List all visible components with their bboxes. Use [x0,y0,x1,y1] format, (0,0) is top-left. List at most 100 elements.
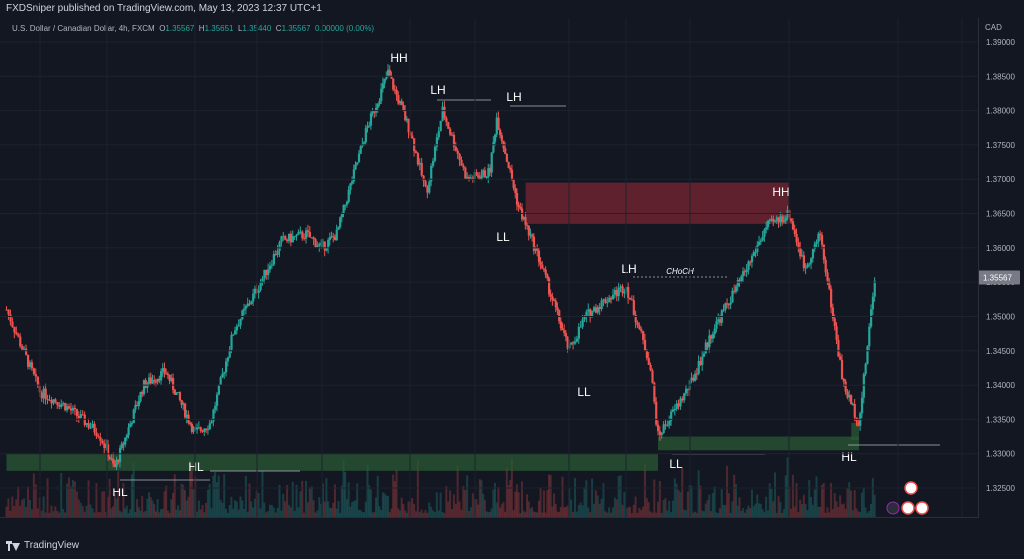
candle-body [407,118,410,133]
volume-bar [208,483,211,517]
candle-body [658,431,662,436]
volume-bar [68,477,71,517]
candle-body [89,427,92,429]
candle-body [842,378,845,382]
volume-bar [178,510,181,517]
volume-bar [424,510,427,517]
volume-bar [106,497,109,517]
price-axis[interactable]: 1.39000 1.38500 1.38000 1.37500 1.37000 1.365… [0,18,1020,517]
candle-body [269,265,272,270]
candle-body [549,294,552,297]
volume-bar [765,496,768,517]
volume-bar [95,483,98,517]
candle-body [108,457,111,460]
candle-body [314,239,317,248]
candle-body [308,232,312,238]
volume-bar [822,483,825,517]
volume-bar [563,507,566,517]
candle-body [544,269,547,275]
candle-body [217,384,220,395]
volume-bar [848,482,851,517]
candle-body [132,409,135,424]
volume-bar [458,501,461,517]
volume-bar [790,508,793,517]
candle-body [740,276,743,282]
candle-body [483,170,487,178]
volume-bar [679,492,682,517]
price-tick-label: 1.33000 [986,450,1015,459]
volume-bar [112,506,115,517]
volume-bar [156,499,159,517]
volume-bar [253,498,256,517]
candle-body [416,153,420,165]
volume-bar [549,475,552,517]
volume-bar [418,511,421,517]
candle-body [797,242,800,248]
candle-body [383,78,386,84]
volume-bar [494,482,497,517]
volume-bar [165,485,168,517]
price-axis-divider [978,18,979,518]
candle-body [871,296,875,310]
candle-body [623,291,626,294]
candle-body [727,304,731,306]
volume-bar [445,486,448,517]
candle-body [328,237,332,240]
volume-bar [344,471,347,517]
candle-body [492,141,495,153]
candle-body [793,229,796,235]
candle-body [257,290,260,293]
volume-bar [142,512,145,517]
volume-bar [287,504,290,517]
candle-body [241,310,244,320]
candle-body [439,120,442,132]
volume-bar [745,509,748,517]
volume-bar [234,500,237,517]
volume-bar [54,506,57,517]
candle-body [289,233,293,243]
volume-bar [532,511,535,517]
volume-bar [214,472,217,517]
volume-bar [189,460,192,517]
volume-bar [632,504,635,517]
volume-bar [507,485,510,517]
candle-body [679,398,682,407]
volume-bar [529,508,532,517]
volume-bar [806,509,809,517]
candle-body [724,303,727,310]
volume-bar [579,502,582,517]
volume-bar [742,508,745,517]
volume-bar [187,496,190,517]
candle-body [400,101,403,106]
volume-bar [695,512,698,517]
volume-bar [175,509,178,517]
volume-bar [246,511,249,517]
volume-bar [105,511,108,517]
candle-body [398,101,402,104]
volume-bar [330,507,333,517]
candle-body [752,252,755,257]
candle-body [666,425,669,427]
candle-body [265,269,268,275]
candle-body [340,214,343,218]
volume-bar [206,489,209,517]
volume-bar [154,511,157,517]
volume-bar [120,512,123,517]
candle-body [210,421,213,424]
volume-bar [504,511,507,517]
volume-bar [368,485,371,517]
tradingview-logo[interactable]: TradingView [6,540,79,551]
volume-bar [499,507,502,517]
volume-bar [784,475,787,517]
volume-bar [168,512,171,517]
candle-body [166,373,170,375]
candle-body [554,300,557,308]
volume-bar [130,474,133,517]
volume-bar [522,510,525,517]
candle-body [239,319,242,326]
volume-bar [577,505,580,517]
candle-body [653,382,656,402]
volume-bar [500,504,503,517]
candle-body [806,264,809,268]
